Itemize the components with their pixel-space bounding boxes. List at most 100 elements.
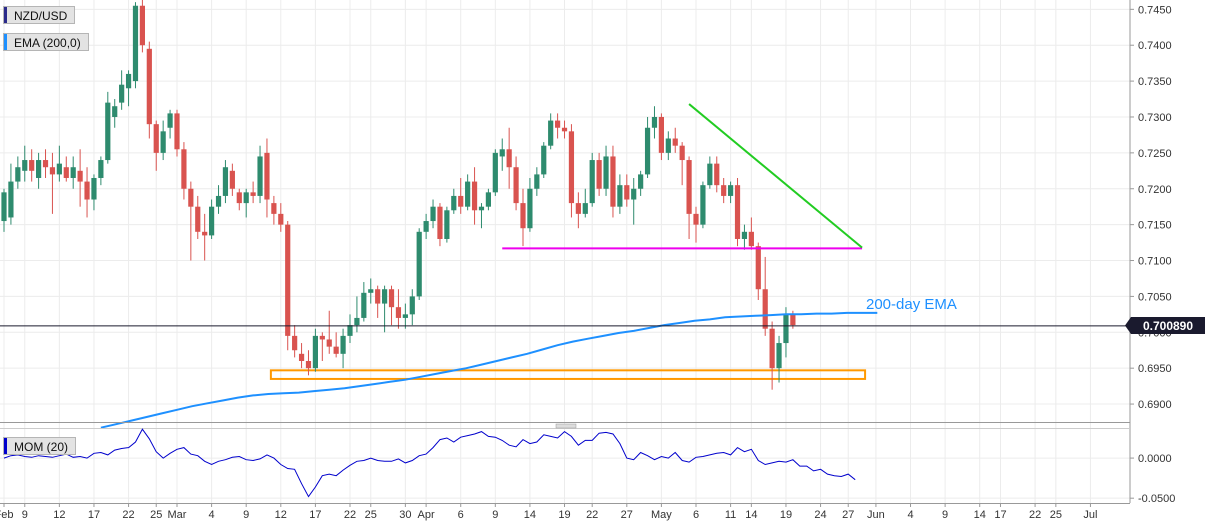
support-zone-box xyxy=(269,369,867,380)
candle-body xyxy=(375,289,381,304)
x-tick-label: 12 xyxy=(275,509,287,521)
candle-body xyxy=(215,195,222,207)
x-tick-label: 14 xyxy=(974,509,986,521)
ema-tag[interactable]: EMA (200,0) xyxy=(3,33,89,51)
x-tick-label: Feb xyxy=(0,509,13,521)
candle-body xyxy=(755,246,761,290)
mom-tick-label: 0.0000 xyxy=(1138,453,1172,465)
candle-body xyxy=(693,213,699,225)
momentum-panel xyxy=(3,428,856,498)
x-tick-label: 27 xyxy=(621,509,633,521)
ema-annotation: 200-day EMA xyxy=(866,296,957,313)
candle-body xyxy=(105,102,111,161)
candle-body xyxy=(340,335,346,354)
candle-body xyxy=(561,127,568,132)
candle-body xyxy=(596,160,602,189)
x-tick-label: 19 xyxy=(558,509,570,521)
candle-body xyxy=(548,120,554,146)
candle-body xyxy=(465,181,471,207)
candle-body xyxy=(748,231,754,247)
candle-body xyxy=(617,185,623,207)
candle-body xyxy=(202,231,208,236)
candle-body xyxy=(402,314,408,318)
candle-body xyxy=(305,360,312,369)
candle-body xyxy=(153,124,159,153)
candle-body xyxy=(77,170,83,182)
mom-tag[interactable]: MOM (20) xyxy=(3,437,76,455)
candle-body xyxy=(624,185,630,200)
candle-body xyxy=(250,192,256,196)
y-tick-label: 0.7450 xyxy=(1138,4,1172,16)
candle-body xyxy=(762,289,768,329)
candle-body xyxy=(658,116,664,153)
candle-body xyxy=(575,203,581,214)
candle-body xyxy=(181,149,187,189)
x-tick-label: 30 xyxy=(399,509,411,521)
candle-body xyxy=(333,346,339,354)
candle-body xyxy=(734,185,741,239)
candles xyxy=(1,0,796,390)
candle-body xyxy=(382,289,388,304)
candle-body xyxy=(568,131,575,204)
support-zone xyxy=(269,369,867,380)
candle-body xyxy=(271,203,277,214)
candle-body xyxy=(167,113,173,128)
candle-body xyxy=(679,145,685,161)
panel-resize-handle xyxy=(555,423,577,429)
axes: 0.7450 0.7400 0.7350 0.7300 0.7250 0.7200 0.71… xyxy=(0,0,1175,521)
x-tick-label: 22 xyxy=(586,509,598,521)
candle-body xyxy=(29,160,35,171)
candle-body xyxy=(644,127,651,175)
candle-body xyxy=(589,160,595,204)
ema-label: EMA (200,0) xyxy=(14,36,81,50)
x-tick-label: 19 xyxy=(780,509,792,521)
x-tick-label: 9 xyxy=(243,509,249,521)
candle-body xyxy=(347,325,353,336)
candle-body xyxy=(790,314,796,326)
x-tick-label: 6 xyxy=(458,509,464,521)
price-tag: 0.700890 xyxy=(1125,317,1205,334)
candle-body xyxy=(485,192,491,207)
candle-body xyxy=(651,116,658,128)
candle-body xyxy=(610,156,616,207)
candle-body xyxy=(499,149,505,157)
candle-body xyxy=(98,160,104,178)
candle-body xyxy=(741,231,748,239)
candle-body xyxy=(783,314,789,344)
candle-body xyxy=(15,167,21,182)
candle-body xyxy=(22,160,28,171)
x-tick-label: 25 xyxy=(150,509,162,521)
x-tick-label: 25 xyxy=(365,509,377,521)
x-tick-label: 24 xyxy=(814,509,826,521)
candle-body xyxy=(672,138,678,146)
x-tick-label: 17 xyxy=(88,509,100,521)
candle-body xyxy=(56,163,62,175)
candle-body xyxy=(292,335,298,351)
x-tick-label: 9 xyxy=(492,509,498,521)
candle-body xyxy=(395,307,402,318)
mom-tick-label: -0.0500 xyxy=(1138,493,1175,505)
symbol-tag[interactable]: NZD/USD xyxy=(3,6,76,24)
candle-body xyxy=(458,195,464,207)
candle-body xyxy=(437,206,443,239)
candle-body xyxy=(298,353,305,361)
candle-body xyxy=(209,206,215,236)
x-tick-label: 22 xyxy=(344,509,356,521)
candle-body xyxy=(84,181,90,200)
y-tick-label: 0.7150 xyxy=(1138,220,1172,232)
candle-body xyxy=(49,167,56,175)
candle-body xyxy=(125,73,132,89)
candle-body xyxy=(638,174,644,189)
candle-body xyxy=(222,167,229,196)
ema-200-line xyxy=(100,311,878,429)
symbol-label: NZD/USD xyxy=(14,9,68,23)
y-tick-label: 0.7400 xyxy=(1138,40,1172,52)
candle-body xyxy=(70,167,76,178)
y-tick-label: 0.7300 xyxy=(1138,112,1172,124)
candle-body xyxy=(534,174,540,189)
candle-body xyxy=(354,317,360,326)
candle-body xyxy=(312,335,318,369)
candle-body xyxy=(492,152,498,193)
candle-body xyxy=(409,296,415,315)
candle-body xyxy=(139,5,145,46)
